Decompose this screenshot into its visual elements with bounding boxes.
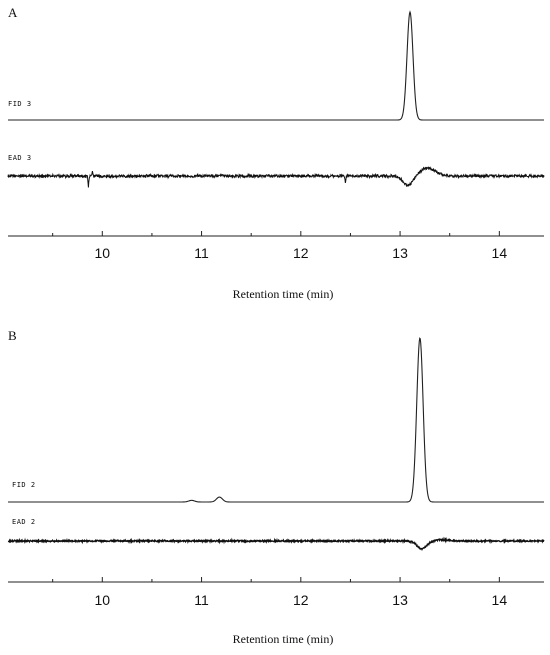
panel-b: B FID 2 EAD 2 10 11 12 13 14 Retention t… <box>7 328 545 646</box>
panel-b-letter: B <box>8 328 17 343</box>
panel-a-tick-label-14: 14 <box>492 245 508 261</box>
panel-a-fid-trace <box>8 10 544 121</box>
panel-a-x-axis-title: Retention time (min) <box>233 287 334 301</box>
panel-a-fid-label: FID 3 <box>8 100 32 108</box>
panel-a-tick-label-10: 10 <box>95 245 111 261</box>
panel-b-fid-label: FID 2 <box>12 481 36 489</box>
panel-a-ead-trace <box>7 166 545 188</box>
panel-b-x-axis-title: Retention time (min) <box>233 632 334 646</box>
panel-b-tick-label-10: 10 <box>95 592 111 608</box>
panel-b-tick-label-12: 12 <box>293 592 309 608</box>
panel-a-ticks <box>52 231 500 236</box>
panel-a: A FID 3 EAD 3 10 11 12 13 14 Retention t… <box>7 5 545 301</box>
panel-a-tick-label-13: 13 <box>392 245 408 261</box>
panel-b-tick-label-14: 14 <box>492 592 508 608</box>
panel-b-ead-label: EAD 2 <box>12 518 36 526</box>
panel-a-letter: A <box>8 5 18 20</box>
panel-a-tick-label-11: 11 <box>194 245 209 261</box>
panel-a-tick-label-12: 12 <box>293 245 309 261</box>
panel-b-ticks <box>52 577 500 582</box>
panel-b-tick-label-11: 11 <box>194 592 209 608</box>
panel-a-ead-label: EAD 3 <box>8 154 32 162</box>
panel-b-ead-trace <box>7 536 545 552</box>
panel-b-tick-label-13: 13 <box>392 592 408 608</box>
panel-b-fid-trace <box>8 337 544 503</box>
